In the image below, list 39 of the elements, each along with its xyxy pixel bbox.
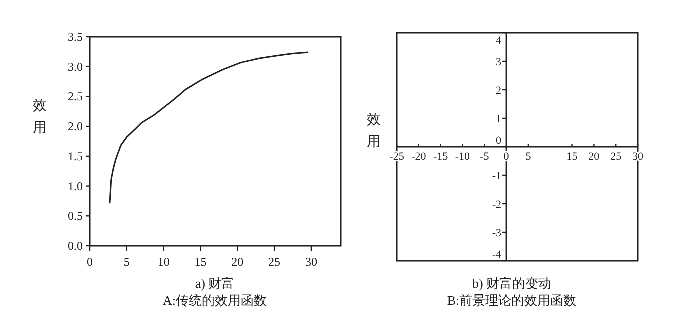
y-tick-label: 1 [496, 114, 502, 126]
y-tick-label: 4 [496, 35, 502, 47]
x-tick-label: 15 [566, 151, 578, 163]
y-tick-label: 3 [496, 56, 502, 68]
x-tick-label: 30 [305, 255, 318, 269]
y-tick-label: 3.5 [68, 30, 83, 44]
y-tick-label: 0 [496, 135, 502, 147]
x-tick-label: 20 [232, 255, 244, 269]
x-tick-label: -15 [433, 151, 449, 163]
y-tick-label: -4 [492, 249, 502, 261]
y-tick-label: 3.0 [68, 60, 83, 74]
y-tick-label: -3 [492, 228, 502, 240]
x-tick-label: 25 [610, 151, 622, 163]
y-axis-title: 效用 [33, 99, 47, 136]
x-tick-label: 25 [268, 255, 281, 269]
text: B:前景理论的效用函数 [447, 293, 577, 308]
x-tick-label: 20 [588, 151, 600, 163]
x-tick-label: -10 [455, 151, 471, 163]
x-tick-label: 0 [87, 255, 93, 269]
y-axis-title: 效用 [367, 113, 381, 150]
y-tick-label: 1.5 [68, 149, 83, 164]
x-tick-label: 5 [124, 255, 130, 269]
y-tick-label: 0.5 [68, 209, 83, 224]
y-tick-label: 2.5 [68, 90, 83, 104]
x-tick-label: -20 [412, 151, 427, 163]
x-tick-label: 10 [158, 255, 170, 269]
y-tick-label: 1.0 [68, 179, 83, 194]
y-tick-label: 0.0 [68, 239, 83, 253]
line-series [109, 52, 310, 204]
y-tick-label: 2.0 [68, 120, 83, 134]
y-tick-label: -2 [492, 199, 502, 211]
x-axis-title: a) 财富 [195, 276, 235, 291]
y-tick-label: -1 [492, 170, 502, 182]
y-tick-label: 2 [496, 85, 502, 97]
x-axis-title: b) 财富的变动 [472, 276, 552, 291]
x-tick-label: 15 [194, 255, 207, 269]
x-tick-label: -5 [480, 151, 490, 163]
text: A:传统的效用函数 [163, 293, 267, 308]
x-tick-label: 5 [526, 151, 532, 163]
